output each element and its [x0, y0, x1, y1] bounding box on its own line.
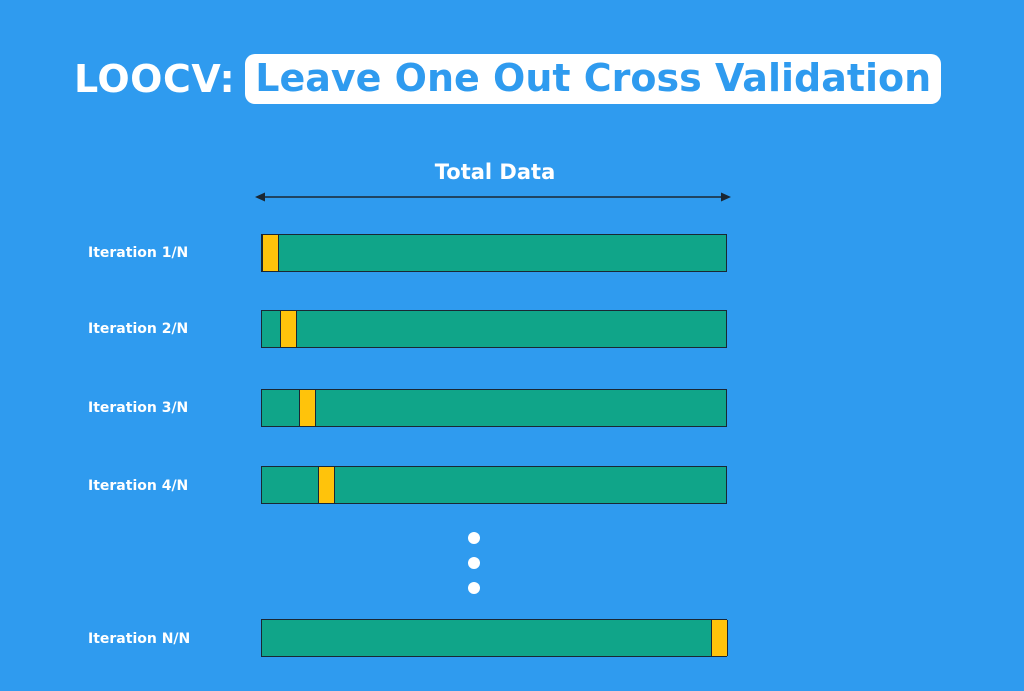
held-out-segment — [280, 311, 297, 347]
iteration-bar-n — [261, 619, 728, 657]
total-data-arrow — [255, 188, 731, 206]
title-row: LOOCV: Leave One Out Cross Validation — [74, 50, 942, 108]
iteration-bar-3 — [261, 389, 727, 427]
ellipsis-dot — [468, 582, 480, 594]
title-highlight: Leave One Out Cross Validation — [245, 54, 942, 104]
iteration-label-n: Iteration N/N — [88, 631, 191, 647]
iteration-bar-2 — [261, 310, 727, 348]
title-prefix: LOOCV: — [74, 57, 236, 101]
iteration-label-3: Iteration 3/N — [88, 400, 189, 416]
total-data-label: Total Data — [434, 160, 556, 184]
iteration-label-1: Iteration 1/N — [88, 245, 189, 261]
iteration-bar-1 — [261, 234, 727, 272]
iteration-bar-4 — [261, 466, 727, 504]
held-out-segment — [318, 467, 335, 503]
iteration-label-4: Iteration 4/N — [88, 478, 189, 494]
ellipsis-dot — [468, 557, 480, 569]
held-out-segment — [299, 390, 316, 426]
held-out-segment — [262, 235, 279, 271]
ellipsis-dot — [468, 532, 480, 544]
held-out-segment — [711, 620, 728, 656]
iteration-label-2: Iteration 2/N — [88, 321, 189, 337]
